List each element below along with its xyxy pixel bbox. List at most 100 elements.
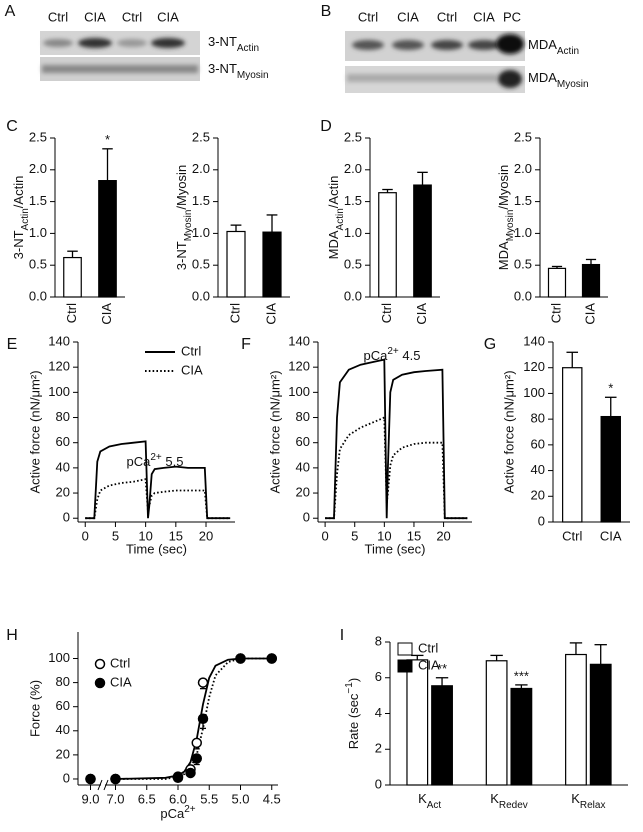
x-axis-label: Time (sec) [126, 541, 187, 556]
band-label-part: 3-NT [208, 34, 237, 49]
y-tick-label: 2.0 [344, 161, 362, 176]
y-tick-label: 8 [375, 633, 382, 648]
panel-label: I [340, 627, 344, 644]
error-bar [230, 224, 242, 232]
y-tick-label: 0 [375, 776, 382, 791]
trace [85, 440, 231, 520]
y-tick-label: 40 [531, 462, 545, 477]
bar [547, 267, 567, 298]
bar [589, 663, 612, 786]
y-tick-label: 0.5 [29, 257, 47, 272]
y-tick-label: 140 [288, 333, 310, 348]
y-tick-label: 0.0 [344, 288, 362, 303]
lane-label: Ctrl [358, 9, 378, 24]
x-tick-label: Ctrl [227, 303, 242, 323]
x-axis-label-part: 2+ [184, 804, 196, 815]
point [191, 753, 202, 764]
y-axis-label-part: Myosin [183, 210, 194, 242]
blot-b-image [345, 31, 525, 93]
y-tick-label: 120 [48, 359, 70, 374]
y-tick-label: 40 [56, 459, 70, 474]
legend-label: Ctrl [181, 343, 201, 358]
y-tick-label: 60 [531, 436, 545, 451]
y-axis-label-part: Rate (sec [346, 693, 361, 749]
y-axis-label-part: /Myosin [496, 165, 511, 210]
x-tick-label: Ctrl [379, 303, 394, 323]
annotation-part: pCa [364, 348, 389, 363]
band-label: MDAMyosin [528, 70, 589, 90]
bar [98, 180, 117, 298]
bar [378, 192, 397, 298]
significance: ** [437, 661, 447, 676]
x-tick-label: 5.5 [200, 791, 218, 806]
error-bar [566, 351, 579, 368]
x-tick-label-part: K [418, 791, 427, 806]
y-tick-label: 2.5 [29, 129, 47, 144]
bar [600, 415, 621, 523]
y-axis-label: Active force (nN/μm²) [267, 370, 282, 493]
x-tick-label-part: Redev [499, 800, 528, 811]
y-tick-label: 0.5 [344, 257, 362, 272]
band-label: 3-NTActin [208, 34, 259, 54]
x-tick-label: CIA [414, 303, 429, 325]
y-tick-label: 0 [63, 770, 70, 785]
band-label-part: MDA [528, 37, 557, 52]
y-tick-label: 2.5 [514, 129, 532, 144]
y-tick-label: 2.0 [514, 161, 532, 176]
annotation: pCa2+ 4.5 [364, 346, 421, 363]
y-tick-label: 2.0 [192, 161, 210, 176]
legend-label: CIA [181, 362, 203, 377]
y-tick-label: 0 [63, 510, 70, 525]
panel-label: F [241, 336, 251, 353]
x-tick-label: 9.0 [81, 791, 99, 806]
x-tick-label: 0 [82, 528, 89, 543]
bar [262, 231, 282, 298]
point [235, 653, 246, 664]
y-tick-label: 1.5 [29, 193, 47, 208]
y-axis-label-part: MDA [326, 230, 341, 259]
lane-label: Ctrl [48, 9, 68, 24]
trace [85, 478, 231, 520]
y-tick-label: 2.5 [192, 129, 210, 144]
x-tick-label-part: K [490, 791, 499, 806]
error-bar [604, 396, 617, 417]
y-tick-label: 80 [296, 409, 310, 424]
error-bar [102, 148, 113, 181]
y-tick-label: 1.0 [344, 225, 362, 240]
point [266, 653, 277, 664]
error-bar [585, 258, 597, 265]
error-bar [266, 214, 278, 233]
y-axis-label: MDAMyosin/Myosin [496, 165, 516, 270]
x-tick-label: 15 [407, 528, 421, 543]
y-tick-label: 1.0 [29, 225, 47, 240]
y-axis-label: Active force (nN/μm²) [27, 370, 42, 493]
x-tick-label: 10 [138, 528, 152, 543]
y-axis-label-part: Actin [335, 208, 346, 230]
x-tick-label: CIA [263, 303, 278, 325]
y-tick-label: 80 [56, 674, 70, 689]
x-tick-label-part: Act [427, 800, 442, 811]
band-label-part: Actin [237, 43, 259, 54]
y-tick-label: 80 [56, 409, 70, 424]
x-tick-label: 10 [377, 528, 391, 543]
bar [406, 659, 429, 786]
bar [413, 184, 432, 298]
lane-label: Ctrl [437, 9, 457, 24]
error-bar [569, 642, 583, 655]
y-tick-label: 40 [296, 459, 310, 474]
point [197, 677, 209, 688]
point [85, 773, 96, 785]
point [110, 773, 121, 785]
y-tick-label: 0 [538, 513, 545, 528]
y-tick-label: 120 [288, 359, 310, 374]
annotation-part: pCa [127, 454, 152, 469]
y-tick-label: 6 [375, 669, 382, 684]
y-tick-label: 40 [56, 722, 70, 737]
lane-label: PC [503, 9, 521, 24]
lane-label: Ctrl [122, 9, 142, 24]
legend-label: CIA [418, 657, 440, 672]
y-axis-label: MDAActin/Actin [326, 176, 346, 260]
x-tick-label: Ctrl [562, 528, 582, 543]
lane-label: CIA [473, 9, 495, 24]
